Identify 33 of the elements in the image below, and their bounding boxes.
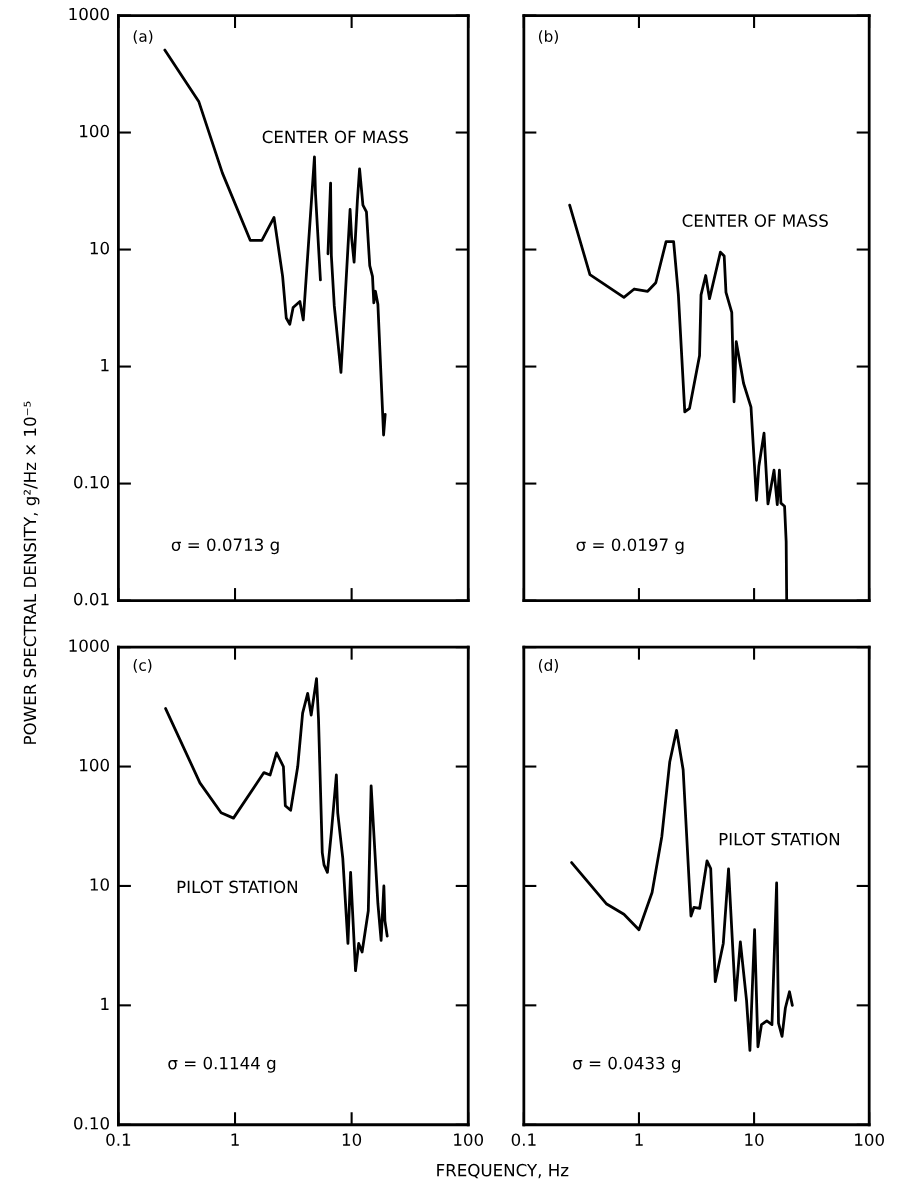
y-tick-label: 0.10: [74, 475, 109, 489]
annotation: PILOT STATION: [177, 880, 297, 894]
x-tick-label: 100: [454, 1133, 484, 1146]
y-tick-label: 1: [101, 359, 109, 372]
annotation: PILOT STATION: [719, 832, 840, 846]
text: (a): [133, 30, 153, 44]
y-tick-label: 0.10: [74, 1116, 109, 1130]
y-tick-label: 1000: [69, 7, 109, 21]
text: (c): [133, 659, 152, 673]
y-tick-label: 1000: [69, 639, 109, 652]
x-tick-label: 10: [342, 1133, 362, 1146]
y-tick-label: 0.01: [74, 592, 109, 606]
y-axis-title: POWER SPECTRAL DENSITY, g²/Hz × 10⁻⁵: [23, 401, 40, 744]
x-axis-title: FREQUENCY, Hz: [437, 1163, 569, 1179]
x-tick-label: 1: [635, 1133, 643, 1146]
x-tick-label: 0.1: [106, 1133, 131, 1146]
x-tick-label: 100: [855, 1133, 884, 1146]
text: (d): [538, 659, 558, 673]
annotation: CENTER OF MASS: [682, 214, 828, 227]
y-tick-label: 100: [80, 124, 109, 138]
y-tick-label: 10: [90, 878, 109, 891]
annotation: σ = 0.0433 g: [573, 1056, 680, 1073]
x-tick-label: 10: [745, 1133, 764, 1146]
annotation: CENTER OF MASS: [262, 130, 408, 144]
annotation: σ = 0.1144 g: [168, 1056, 276, 1073]
x-tick-label: 0.1: [511, 1133, 536, 1146]
annotation: σ = 0.0713 g: [171, 538, 279, 555]
y-tick-label: 100: [80, 758, 109, 772]
annotation: σ = 0.0197 g: [576, 538, 684, 555]
text: (b): [538, 30, 558, 44]
y-tick-label: 1: [101, 997, 109, 1010]
y-tick-label: 10: [90, 241, 109, 255]
x-tick-label: 1: [231, 1133, 239, 1146]
